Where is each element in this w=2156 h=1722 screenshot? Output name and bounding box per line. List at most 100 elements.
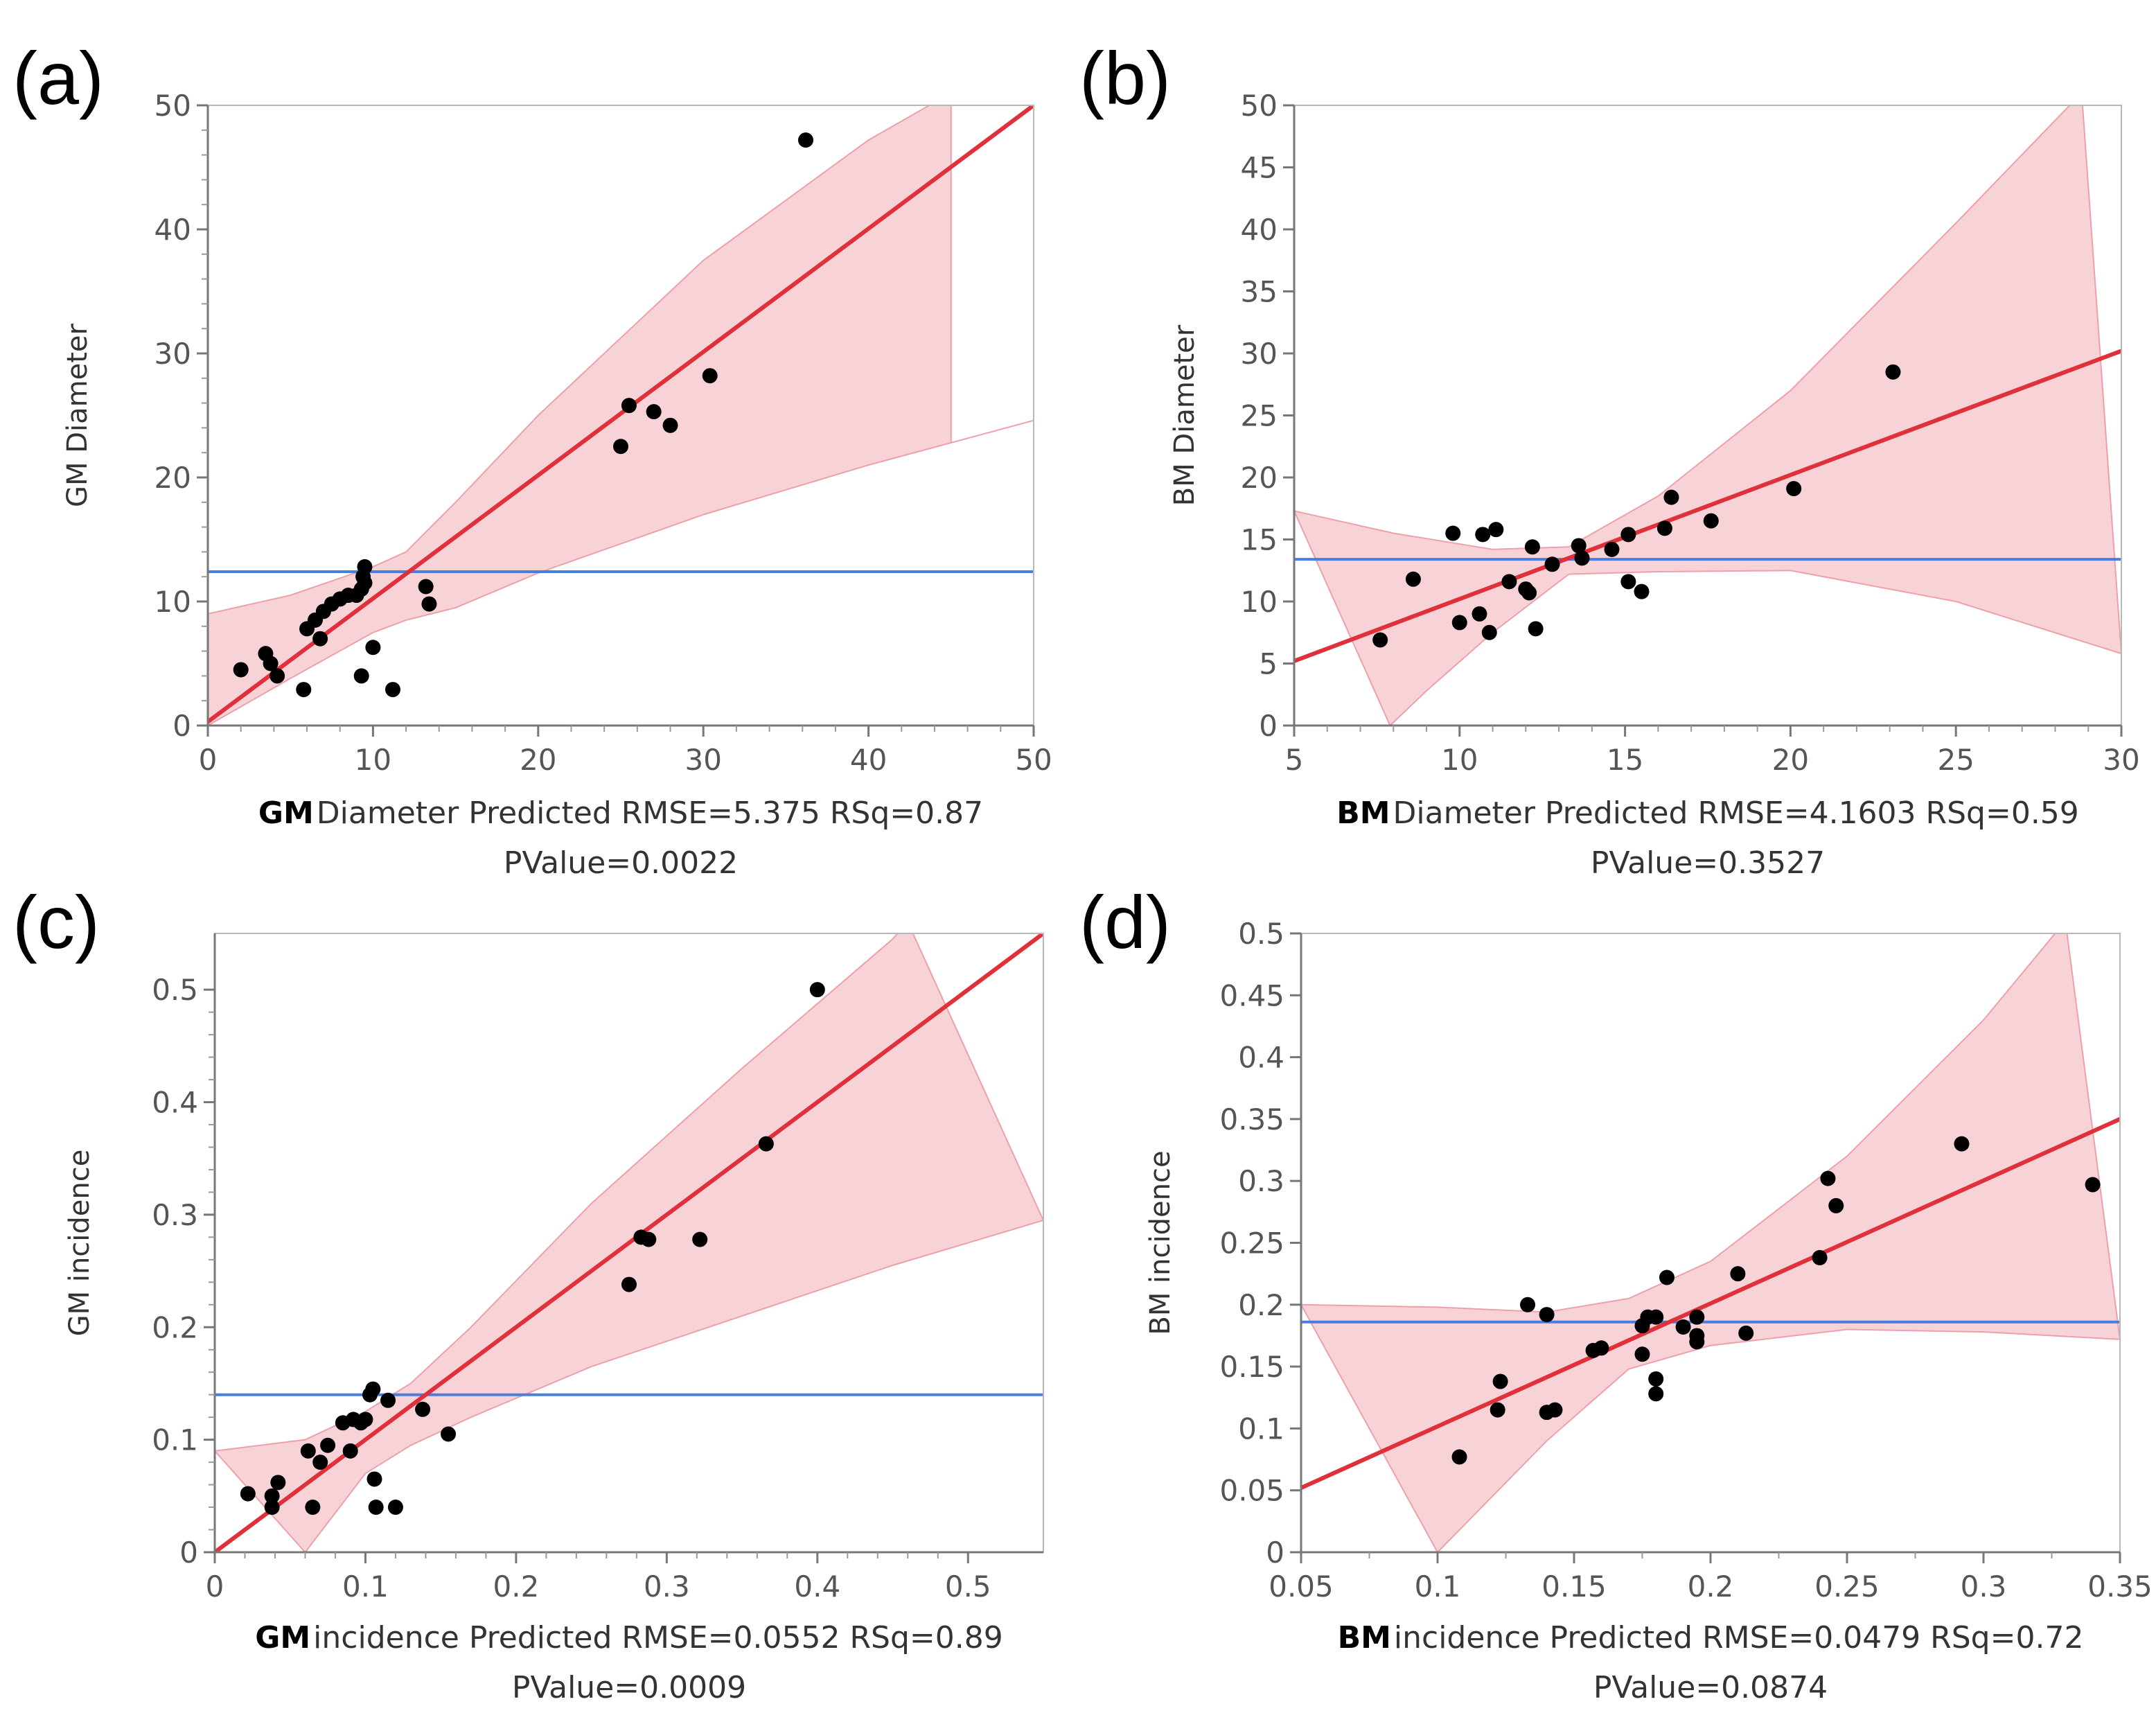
x-tick-label: 0	[206, 1570, 224, 1604]
data-point	[613, 439, 628, 455]
x-axis-label-rest: incidence Predicted RMSE=0.0479 RSq=0.72	[1394, 1620, 2084, 1655]
confidence-band	[1294, 105, 2121, 726]
x-tick-label: 0.5	[945, 1570, 991, 1604]
data-point	[1445, 525, 1461, 541]
panel-label: (a)	[12, 36, 104, 120]
data-point	[1524, 539, 1540, 555]
x-tick-label: 30	[2103, 743, 2139, 777]
data-point	[312, 631, 328, 647]
data-point	[342, 1443, 358, 1459]
data-point	[1490, 1402, 1505, 1418]
data-point	[1659, 1269, 1675, 1285]
data-point	[702, 368, 718, 384]
data-point	[270, 1475, 286, 1491]
data-point	[692, 1231, 708, 1247]
y-tick-label: 30	[1241, 337, 1278, 371]
y-tick-label: 0.35	[1219, 1102, 1284, 1136]
y-tick-label: 15	[1241, 523, 1278, 557]
x-axis-label-bold: BM	[1336, 796, 1390, 831]
fit-line	[1294, 349, 2121, 663]
data-point	[320, 1437, 336, 1453]
data-point	[1620, 574, 1636, 590]
x-tick-label: 40	[850, 743, 887, 777]
data-point	[662, 417, 678, 433]
y-tick-label: 40	[1241, 213, 1278, 247]
data-point	[621, 1276, 637, 1292]
data-point	[366, 1471, 382, 1487]
data-point	[305, 1500, 321, 1515]
pvalue-label: PValue=0.0022	[504, 845, 738, 881]
data-point	[1954, 1136, 1970, 1152]
data-point	[1451, 615, 1467, 631]
y-tick-label: 0.45	[1219, 978, 1284, 1012]
data-point	[1593, 1340, 1609, 1356]
fit-line	[208, 105, 1034, 724]
x-axis-label: BMincidence Predicted RMSE=0.0479 RSq=0.…	[1338, 1620, 2084, 1655]
data-point	[621, 398, 637, 414]
y-tick-label: 0	[179, 1536, 198, 1570]
data-point	[1528, 621, 1544, 637]
data-point	[1689, 1328, 1705, 1344]
y-tick-label: 0.4	[1238, 1041, 1284, 1075]
fit-line	[1301, 1117, 2120, 1490]
y-axis-label: BM incidence	[1145, 1150, 1176, 1335]
x-tick-label: 30	[684, 743, 721, 777]
y-tick-label: 30	[154, 337, 191, 371]
x-tick-label: 0.25	[1814, 1570, 1880, 1604]
y-tick-label: 0	[173, 709, 191, 743]
data-point	[264, 1488, 280, 1504]
confidence-band	[1301, 933, 2120, 1552]
data-point	[368, 1500, 384, 1515]
panel-c: 0 0.1 0.2 0.3 0.4 0.5 0 0.1 0.2 0.3 0.4 0.5 (c) GM in…	[12, 880, 1044, 1705]
y-tick-label: 0.05	[1219, 1474, 1284, 1508]
data-point	[1812, 1249, 1828, 1265]
data-point	[1648, 1386, 1664, 1402]
x-tick-label: 0.3	[644, 1570, 690, 1604]
data-point	[1620, 527, 1636, 543]
data-point	[1521, 585, 1537, 601]
data-point	[357, 1412, 373, 1427]
y-tick-label: 0.25	[1219, 1227, 1284, 1260]
data-point	[1786, 481, 1802, 497]
data-point	[1451, 1449, 1467, 1465]
data-point	[1675, 1319, 1691, 1335]
y-tick-label: 0.3	[152, 1198, 198, 1232]
y-tick-label: 45	[1241, 151, 1278, 185]
data-point	[264, 1500, 280, 1515]
y-tick-label: 10	[154, 585, 191, 619]
y-tick-label: 20	[154, 461, 191, 495]
data-point	[1634, 1346, 1650, 1362]
x-tick-label: 10	[355, 743, 391, 777]
data-point	[1472, 606, 1487, 622]
data-point	[1520, 1297, 1536, 1312]
data-point	[263, 656, 279, 671]
data-point	[365, 640, 381, 656]
data-point	[380, 1392, 396, 1408]
y-tick-label: 0.2	[152, 1310, 198, 1344]
x-tick-label: 0	[199, 743, 218, 777]
data-point	[1372, 632, 1388, 648]
data-point	[240, 1486, 256, 1502]
data-point	[353, 668, 369, 684]
y-tick-label: 50	[154, 89, 191, 123]
y-tick-label: 0.15	[1219, 1350, 1284, 1384]
y-tick-label: 0	[1266, 1536, 1284, 1570]
y-tick-label: 40	[154, 213, 191, 247]
data-point	[296, 682, 312, 698]
y-tick-label: 25	[1241, 399, 1278, 433]
x-axis-label-bold: GM	[255, 1620, 310, 1655]
y-tick-label: 0.5	[1238, 917, 1284, 951]
x-tick-label: 25	[1937, 743, 1974, 777]
data-point	[312, 1455, 328, 1470]
y-tick-label: 0.4	[152, 1086, 198, 1120]
data-point	[1604, 541, 1620, 557]
x-axis-label: BMDiameter Predicted RMSE=4.1603 RSq=0.5…	[1336, 796, 2079, 831]
data-point	[1571, 538, 1587, 554]
y-tick-label: 5	[1259, 647, 1278, 681]
data-point	[1648, 1309, 1664, 1325]
x-axis-label-rest: Diameter Predicted RMSE=5.375 RSq=0.87	[317, 796, 983, 831]
data-point	[357, 575, 373, 591]
panel-a: 0 10 20 30 40 50 0 10 20 30 40 50 (a) GM Diameter GMDi…	[12, 36, 1052, 881]
